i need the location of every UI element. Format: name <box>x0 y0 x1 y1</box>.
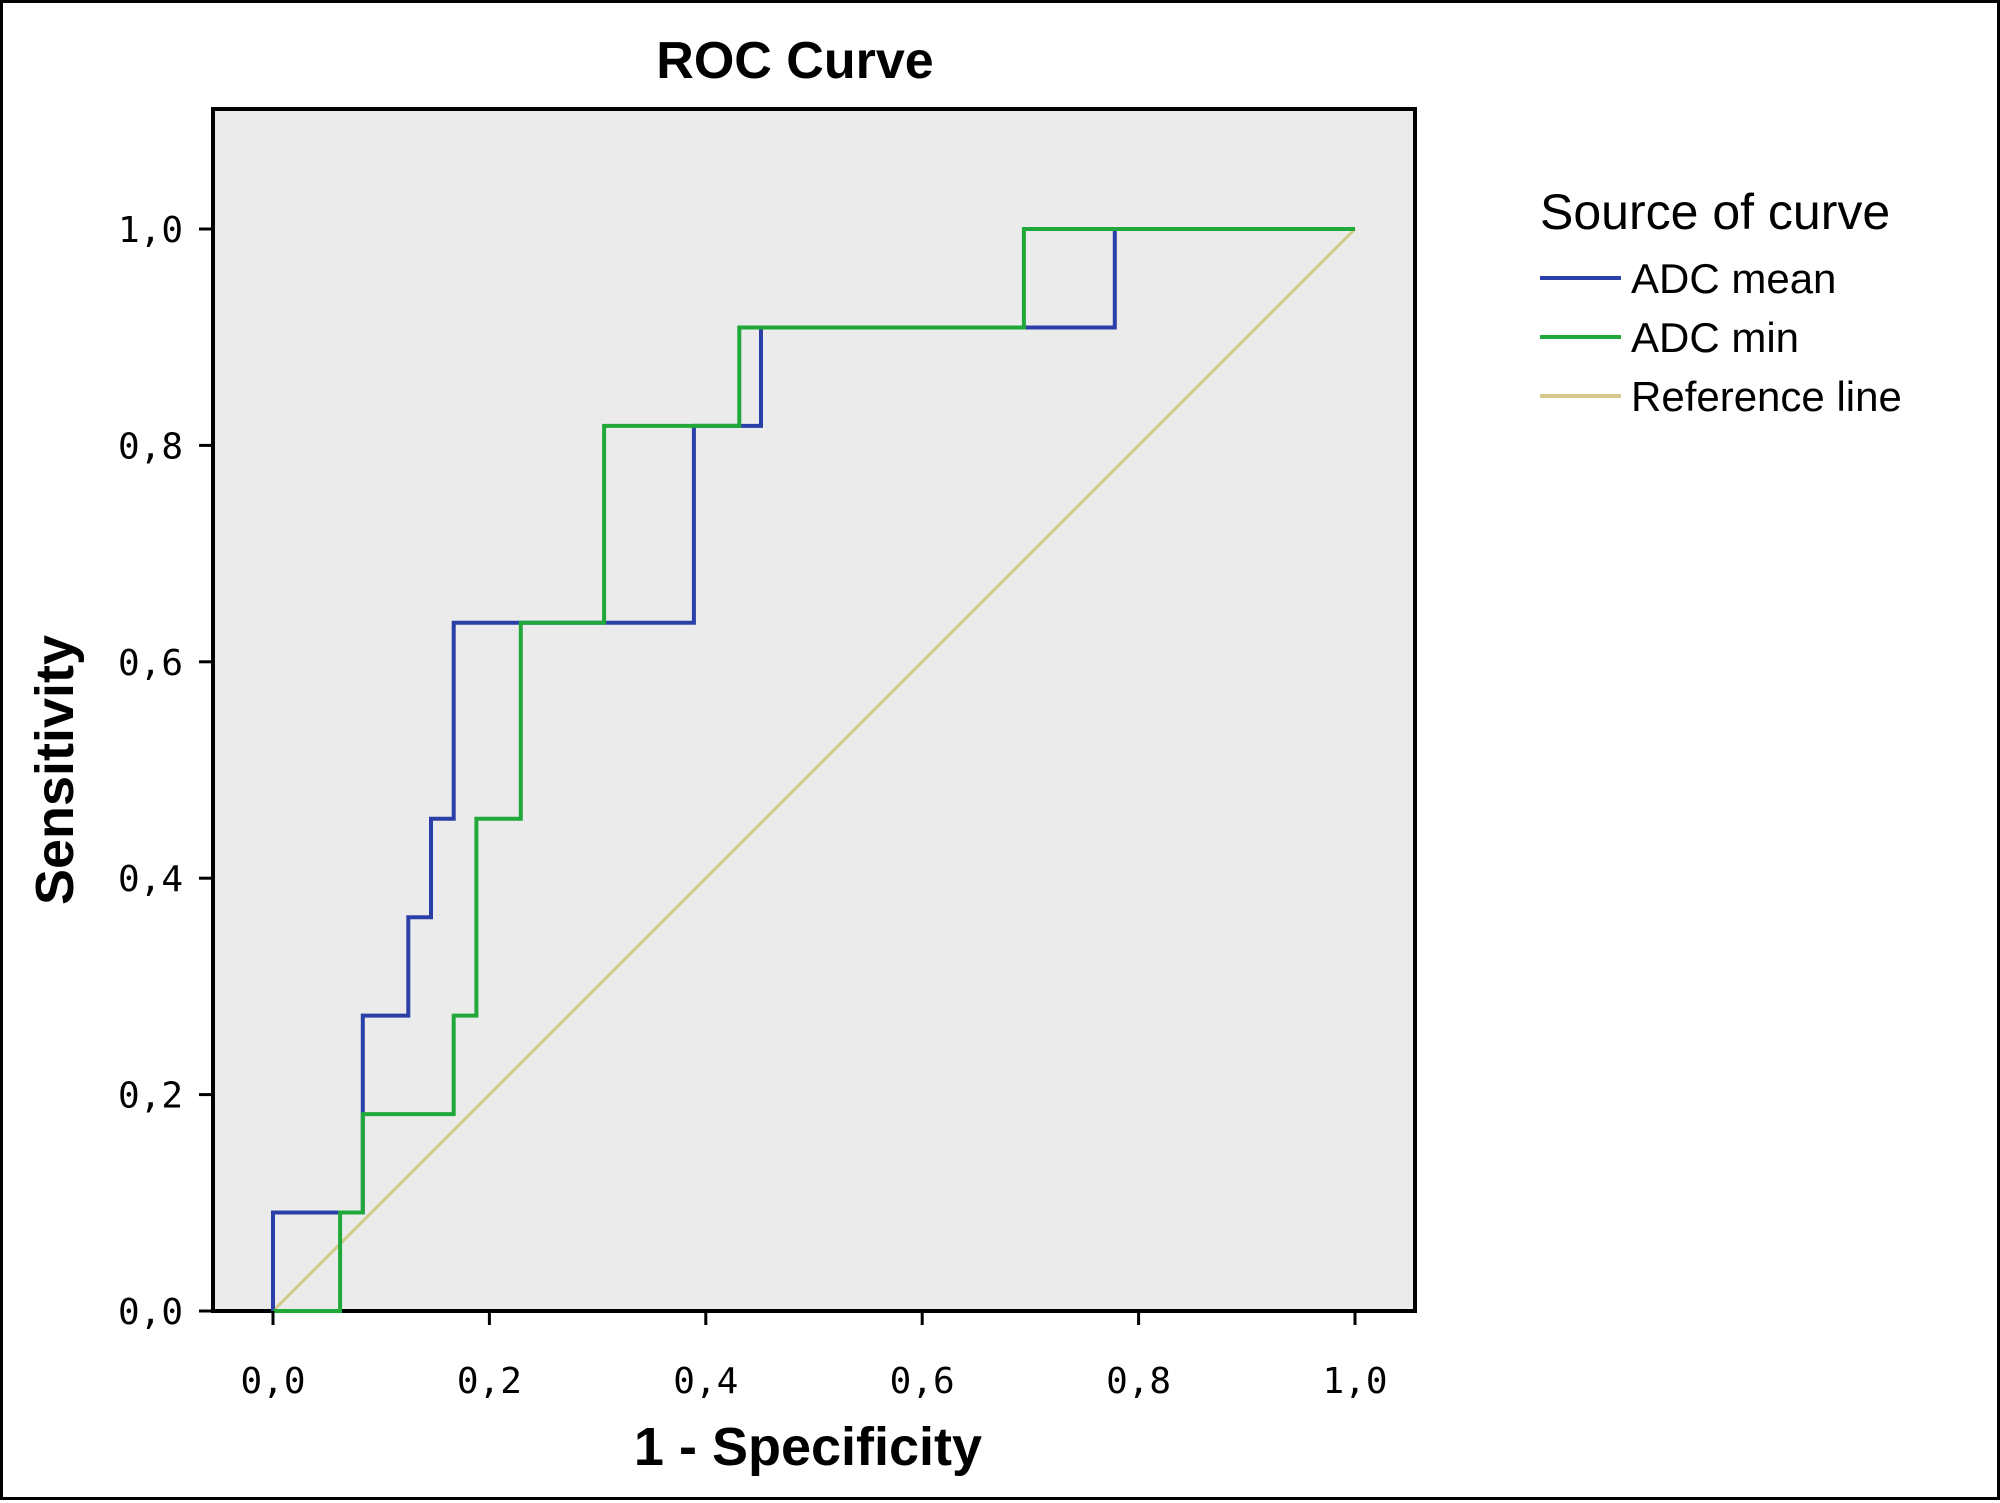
x-tick-label: 0,6 <box>890 1361 955 1402</box>
y-tick-label: 0,2 <box>118 1076 183 1117</box>
x-tick-label: 0,0 <box>240 1361 305 1402</box>
y-tick-label: 0,8 <box>118 426 183 467</box>
legend-item: ADC min <box>1540 314 1799 361</box>
x-axis-ticks: 0,0 0,2 0,4 0,6 0,8 1,0 <box>240 1311 1388 1402</box>
legend-item: Reference line <box>1540 373 1902 420</box>
x-tick-label: 1,0 <box>1322 1361 1387 1402</box>
series-line-adc-min <box>273 227 1355 1313</box>
y-tick-label: 1,0 <box>118 210 183 251</box>
y-tick-label: 0,4 <box>118 859 183 900</box>
series-layer <box>271 227 1357 1313</box>
x-tick-label: 0,8 <box>1106 1361 1171 1402</box>
y-axis-ticks: 0,0 0,2 0,4 0,6 0,8 1,0 <box>118 210 213 1333</box>
legend: Source of curve ADC mean ADC min Reference… <box>1540 184 1902 420</box>
legend-items: ADC mean ADC min Reference line <box>1540 255 1902 420</box>
series-line-reference-line <box>271 227 1357 1313</box>
plot-area <box>211 107 1417 1313</box>
y-tick-label: 0,0 <box>118 1292 183 1333</box>
legend-item: ADC mean <box>1540 255 1836 302</box>
chart-title: ROC Curve <box>656 32 933 90</box>
y-tick-label: 0,6 <box>118 643 183 684</box>
y-axis-label: Sensitivity <box>25 635 85 905</box>
legend-label: ADC mean <box>1631 255 1836 302</box>
legend-title: Source of curve <box>1540 184 1890 240</box>
x-axis-label: 1 - Specificity <box>634 1417 982 1477</box>
roc-chart: ROC Curve 0,0 0,2 0,4 0,6 0,8 1,0 0,00,20,40,… <box>25 32 1902 1477</box>
legend-label: Reference line <box>1631 373 1902 420</box>
x-tick-label: 0,4 <box>673 1361 738 1402</box>
x-tick-label: 0,2 <box>457 1361 522 1402</box>
legend-label: ADC min <box>1631 314 1799 361</box>
